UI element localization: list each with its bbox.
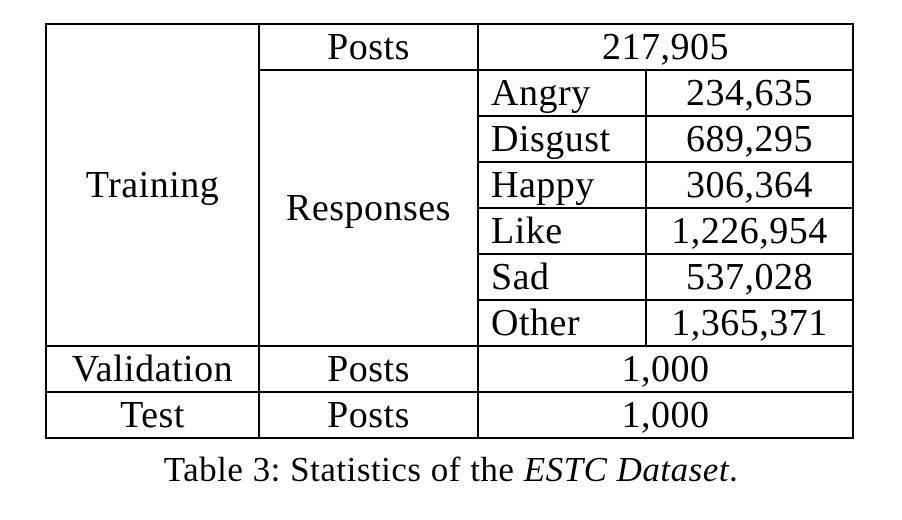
cell-emotion-value-disgust: 689,295 (645, 115, 854, 163)
table-row-emotion-other: Other 1,365,371 (46, 299, 854, 347)
cell-test-posts-label: Posts (258, 391, 479, 439)
cell-test-posts-value: 1,000 (477, 391, 854, 439)
table-row-validation: Validation Posts 1,000 (45, 345, 854, 393)
cell-training-posts-label: Posts (258, 23, 479, 71)
caption-suffix: . (729, 450, 739, 489)
caption-prefix: Table 3: Statistics of the (163, 450, 524, 489)
table-row-training-posts: Training Posts 217,905 (45, 23, 854, 347)
cell-emotion-value-angry: 234,635 (645, 69, 854, 117)
cell-validation-label: Validation (45, 345, 260, 393)
cell-emotion-value-sad: 537,028 (645, 253, 854, 301)
table-caption: Table 3: Statistics of the ESTC Dataset. (0, 450, 902, 490)
cell-emotion-label-disgust: Disgust (477, 115, 647, 163)
table-row-emotion-angry: Responses Angry 234,635 (46, 69, 854, 347)
cell-emotion-label-sad: Sad (477, 253, 647, 301)
caption-italic-dataset-name: ESTC Dataset (523, 450, 730, 489)
table-row-test: Test Posts 1,000 (45, 391, 854, 439)
cell-emotion-label-angry: Angry (477, 69, 647, 117)
cell-emotion-value-other: 1,365,371 (645, 299, 854, 347)
cell-training-posts-value: 217,905 (477, 23, 854, 71)
cell-training-label: Training (45, 23, 260, 347)
cell-emotion-label-happy: Happy (477, 161, 647, 209)
table-row-emotion-disgust: Disgust 689,295 (46, 115, 854, 163)
table-row-emotion-like: Like 1,226,954 (46, 207, 854, 255)
cell-emotion-label-like: Like (477, 207, 647, 255)
cell-validation-posts-value: 1,000 (477, 345, 854, 393)
cell-emotion-value-happy: 306,364 (645, 161, 854, 209)
table-row-emotion-happy: Happy 306,364 (46, 161, 854, 209)
cell-emotion-label-other: Other (477, 299, 647, 347)
cell-responses-label: Responses (258, 69, 479, 347)
estc-statistics-table: Training Posts 217,905 Responses Angry 2… (45, 23, 854, 439)
table-row-emotion-sad: Sad 537,028 (46, 253, 854, 301)
cell-test-label: Test (45, 391, 260, 439)
cell-emotion-value-like: 1,226,954 (645, 207, 854, 255)
cell-validation-posts-label: Posts (258, 345, 479, 393)
